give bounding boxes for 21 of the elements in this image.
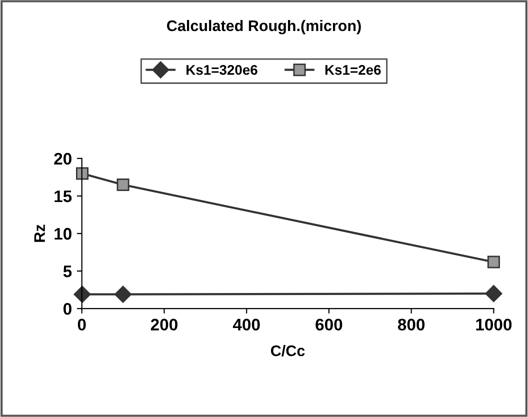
x-tick-label: 600: [316, 318, 342, 331]
x-tick-label: 400: [232, 318, 260, 331]
point: [485, 285, 502, 302]
x-tick-label: 200: [150, 318, 178, 331]
y-axis-title: Rz: [34, 224, 45, 242]
y-tick-label: 15: [54, 190, 72, 202]
y-tick-label: 10: [54, 228, 72, 240]
legend-label: Ks1=2e6: [325, 64, 381, 75]
y-tick-label: 5: [63, 266, 72, 278]
point: [76, 167, 88, 180]
y-tick-label: 0: [64, 302, 72, 315]
point: [116, 178, 130, 191]
chart-title: Calculated Rough.(micron): [167, 20, 361, 34]
y-tick-label: 20: [54, 152, 72, 165]
legend-label: Ks1=320e6: [186, 64, 258, 75]
x-axis-title: C/Cc: [270, 344, 305, 356]
x-tick-label: 0: [78, 318, 86, 331]
x-tick-label: 800: [398, 318, 425, 331]
x-tick-label: 1000: [476, 318, 512, 331]
point: [487, 256, 500, 268]
point: [114, 286, 132, 303]
